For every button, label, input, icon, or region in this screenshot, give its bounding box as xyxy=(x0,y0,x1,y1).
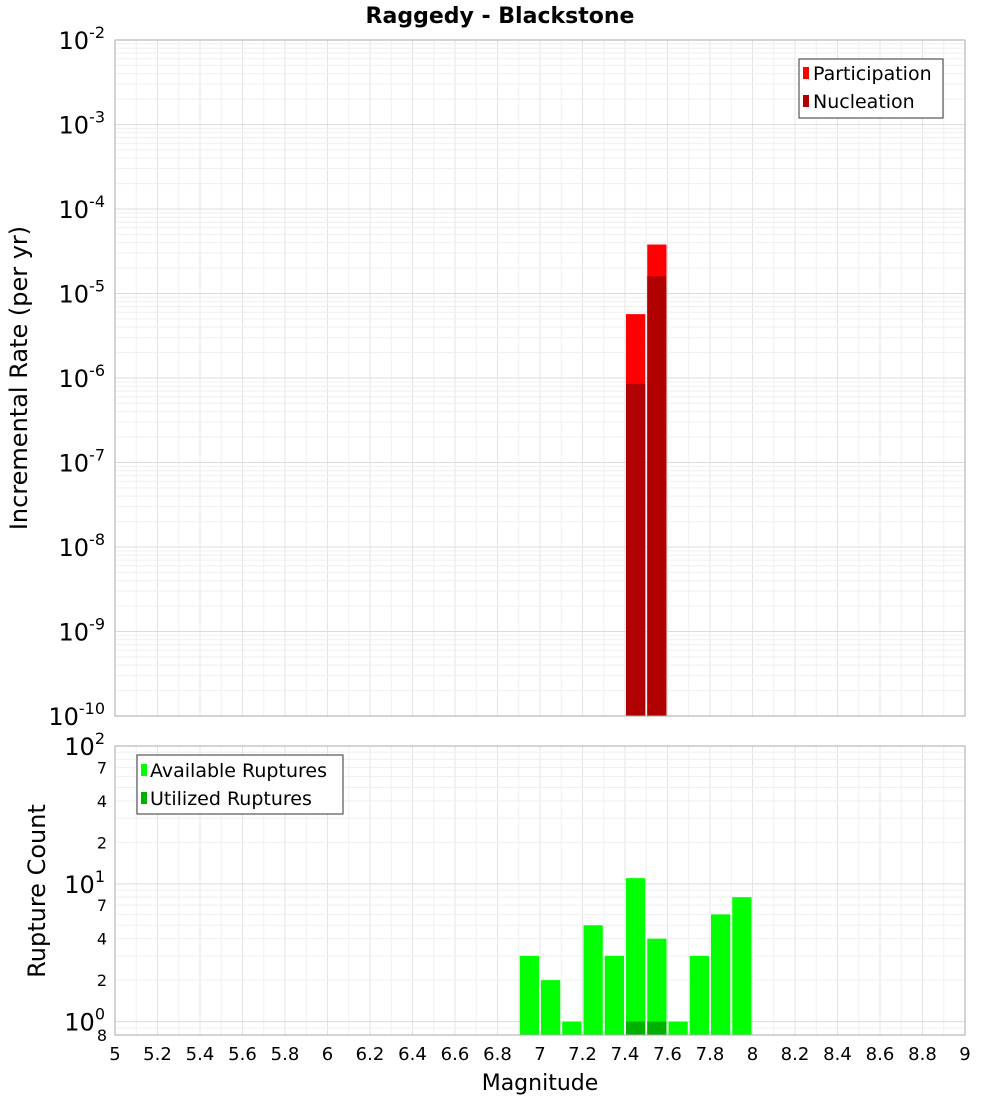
bottom-y-minor-tick-label: 7 xyxy=(97,758,107,777)
bar-available-ruptures xyxy=(668,1021,688,1035)
x-axis-label: Magnitude xyxy=(482,1071,599,1096)
x-tick-label: 8.2 xyxy=(781,1044,810,1065)
x-tick-label: 6.2 xyxy=(356,1044,385,1065)
x-tick-label: 7.6 xyxy=(653,1044,682,1065)
bar-available-ruptures xyxy=(732,897,752,1035)
bottom-y-minor-tick-label: 2 xyxy=(97,833,107,852)
x-tick-label: 5.8 xyxy=(271,1044,300,1065)
x-tick-label: 8 xyxy=(747,1044,758,1065)
legend-label-available: Available Ruptures xyxy=(150,760,327,782)
bar-available-ruptures xyxy=(583,925,603,1035)
top-y-tick-label: 10-4 xyxy=(59,192,106,224)
bar-available-ruptures xyxy=(519,955,539,1035)
bottom-y-minor-tick-label: 7 xyxy=(97,896,107,915)
x-tick-label: 9 xyxy=(959,1044,970,1065)
x-tick-label: 6.6 xyxy=(441,1044,470,1065)
legend-swatch-utilized xyxy=(141,792,147,804)
x-tick-label: 6 xyxy=(322,1044,333,1065)
bar-available-ruptures xyxy=(711,914,731,1035)
top-gridlines xyxy=(114,40,966,717)
legend-swatch-available xyxy=(141,764,147,776)
bottom-y-minor-tick-label: 8 xyxy=(97,1026,107,1045)
legend-label-utilized: Utilized Ruptures xyxy=(150,788,312,810)
bottom-bars xyxy=(519,878,752,1035)
legend-label-participation: Participation xyxy=(813,63,932,85)
x-tick-label: 6.4 xyxy=(398,1044,427,1065)
top-y-axis-label: Incremental Rate (per yr) xyxy=(5,226,33,530)
bottom-y-minor-tick-label: 4 xyxy=(97,930,107,949)
bar-available-ruptures xyxy=(647,938,667,1035)
x-tick-label: 7.4 xyxy=(611,1044,640,1065)
x-tick-label: 7.8 xyxy=(696,1044,725,1065)
x-tick-label: 7 xyxy=(534,1044,545,1065)
chart-title: Raggedy - Blackstone xyxy=(366,4,635,29)
bar-available-ruptures xyxy=(562,1021,582,1035)
bottom-y-major-tick-label: 101 xyxy=(64,867,105,899)
x-tick-label: 8.6 xyxy=(866,1044,895,1065)
bar-available-ruptures xyxy=(626,878,646,1035)
top-bars xyxy=(626,244,667,716)
bar-nucleation xyxy=(647,276,667,716)
top-y-tick-label: 10-2 xyxy=(59,23,106,55)
bar-available-ruptures xyxy=(689,955,709,1035)
top-y-tick-label: 10-7 xyxy=(59,446,106,478)
x-tick-label: 8.8 xyxy=(908,1044,937,1065)
top-y-ticks: 10-2 10-3 10-4 10-5 10-6 10-7 10-8 10-9 10-10 xyxy=(48,23,105,731)
x-tick-label: 6.8 xyxy=(483,1044,512,1065)
bottom-y-minor-tick-label: 4 xyxy=(97,792,107,811)
bottom-legend: Available Ruptures Utilized Ruptures xyxy=(136,754,344,815)
x-tick-label: 5.2 xyxy=(143,1044,172,1065)
x-tick-label: 5.4 xyxy=(186,1044,215,1065)
x-tick-label: 5 xyxy=(109,1044,120,1065)
top-plot-frame xyxy=(114,39,966,717)
top-y-tick-label: 10-10 xyxy=(48,699,105,731)
bar-utilized-ruptures xyxy=(647,1021,667,1035)
bottom-y-axis-label: Rupture Count xyxy=(23,804,51,978)
x-tick-label: 7.2 xyxy=(568,1044,597,1065)
x-tick-label: 5.6 xyxy=(228,1044,257,1065)
bottom-y-minor-tick-label: 2 xyxy=(97,971,107,990)
bar-utilized-ruptures xyxy=(626,1021,646,1035)
legend-swatch-nucleation xyxy=(803,95,809,107)
bar-nucleation xyxy=(626,383,646,716)
top-y-tick-label: 10-9 xyxy=(59,615,106,647)
top-y-tick-label: 10-6 xyxy=(59,361,106,393)
top-y-tick-label: 10-5 xyxy=(59,277,106,309)
top-legend: Participation Nucleation xyxy=(798,58,944,119)
x-axis-ticks: 5 5.2 5.4 5.6 5.8 6 6.2 6.4 6.6 6.8 7 7.2 7.4 7.6 7.8 8… xyxy=(109,1044,970,1065)
legend-label-nucleation: Nucleation xyxy=(813,91,915,113)
x-tick-label: 8.4 xyxy=(823,1044,852,1065)
top-y-tick-label: 10-8 xyxy=(59,530,106,562)
bottom-plot-frame xyxy=(114,745,966,1036)
top-y-tick-label: 10-3 xyxy=(59,108,106,140)
bar-available-ruptures xyxy=(541,980,561,1035)
bottom-y-major-tick-label: 102 xyxy=(64,729,105,761)
legend-swatch-participation xyxy=(803,67,809,79)
bar-available-ruptures xyxy=(604,955,624,1035)
